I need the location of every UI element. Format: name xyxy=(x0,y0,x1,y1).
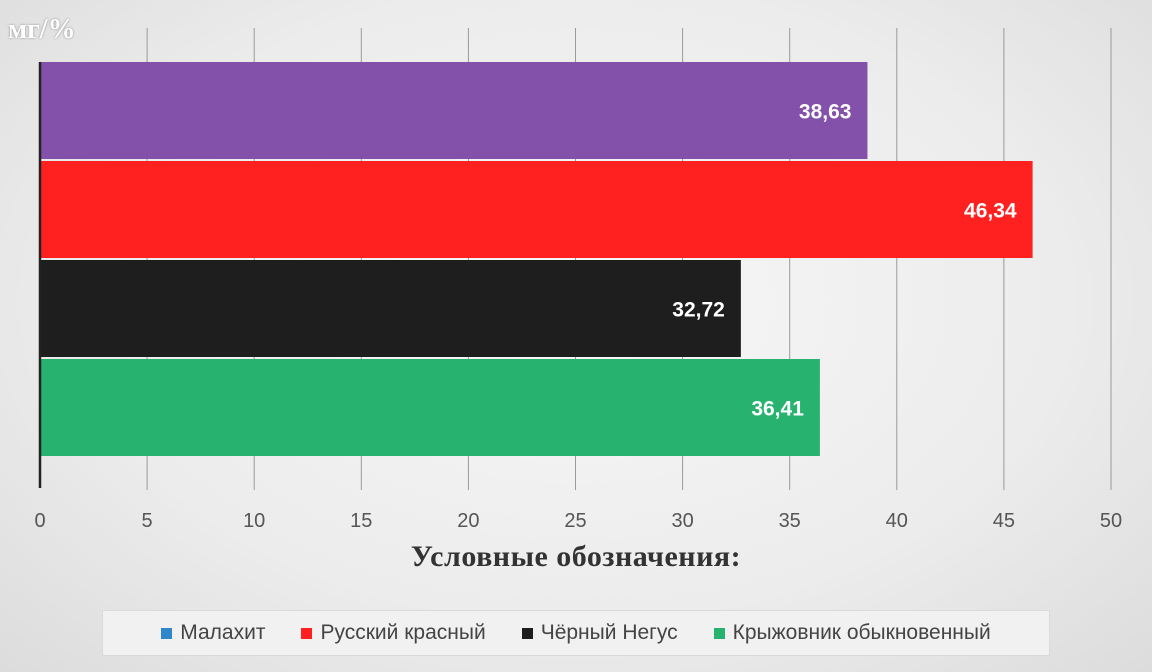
x-tick-label: 25 xyxy=(564,510,586,532)
bar-value-label: 46,34 xyxy=(964,200,1017,223)
x-tick-label: 0 xyxy=(34,510,45,532)
legend-item-russkiy-krasnyy: Русский красный xyxy=(301,621,486,645)
legend-title: Условные обозначения: xyxy=(410,540,742,573)
x-tick-label: 20 xyxy=(457,510,479,532)
x-tick-label: 15 xyxy=(350,510,372,532)
legend-swatch xyxy=(521,627,533,639)
x-tick-label: 5 xyxy=(142,510,153,532)
bar xyxy=(40,161,1033,258)
legend-label: Русский красный xyxy=(320,621,486,644)
bar xyxy=(40,260,741,357)
x-tick-label: 50 xyxy=(1100,510,1122,532)
bar xyxy=(40,359,820,456)
legend: Малахит Русский красный Чёрный Негус Кры… xyxy=(102,610,1050,656)
bar-value-label: 38,63 xyxy=(799,101,852,124)
legend-label: Крыжовник обыкновенный xyxy=(732,621,991,644)
legend-item-kryzhovnik: Крыжовник обыкновенный xyxy=(713,621,991,645)
legend-swatch xyxy=(301,627,313,639)
x-tick-label: 35 xyxy=(779,510,801,532)
unit-label: мг/% xyxy=(8,14,76,45)
legend-swatch xyxy=(161,627,173,639)
x-tick-label: 40 xyxy=(886,510,908,532)
legend-item-chernyy-negus: Чёрный Негус xyxy=(521,621,678,645)
legend-label: Чёрный Негус xyxy=(540,621,678,644)
legend-item-malakhit: Малахит xyxy=(161,621,265,645)
x-tick-label: 10 xyxy=(243,510,265,532)
x-tick-label: 45 xyxy=(993,510,1015,532)
x-tick-label: 30 xyxy=(671,510,693,532)
bar-value-label: 36,41 xyxy=(751,398,804,421)
legend-swatch xyxy=(713,627,725,639)
bar xyxy=(40,62,868,159)
legend-label: Малахит xyxy=(180,621,266,644)
bar-value-label: 32,72 xyxy=(672,299,725,322)
